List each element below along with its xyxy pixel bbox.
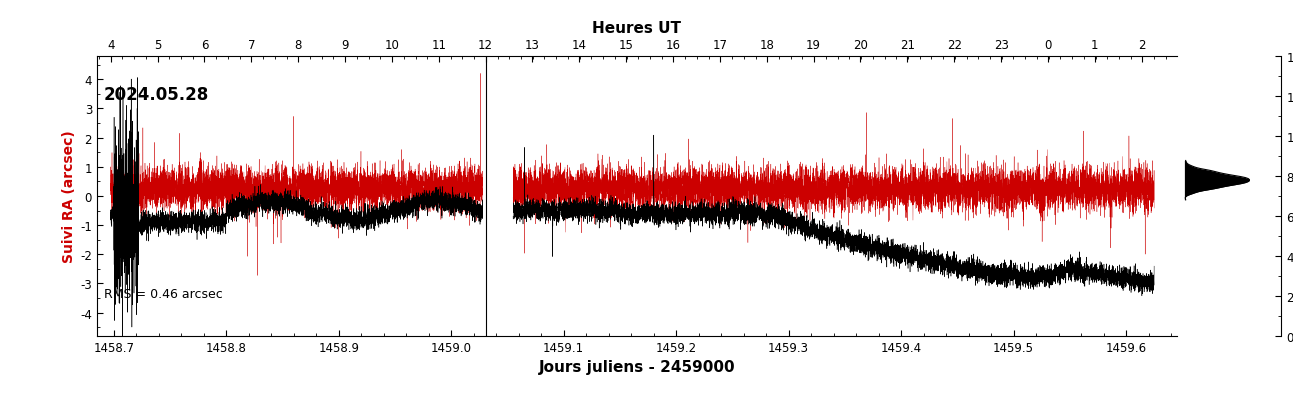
Text: RMS = 0.46 arcsec: RMS = 0.46 arcsec	[103, 287, 222, 300]
Y-axis label: Suivi RA (arcsec): Suivi RA (arcsec)	[62, 130, 76, 262]
X-axis label: Heures UT: Heures UT	[592, 21, 681, 36]
X-axis label: Jours juliens - 2459000: Jours juliens - 2459000	[538, 360, 736, 375]
Text: 2024.05.28: 2024.05.28	[103, 86, 209, 104]
